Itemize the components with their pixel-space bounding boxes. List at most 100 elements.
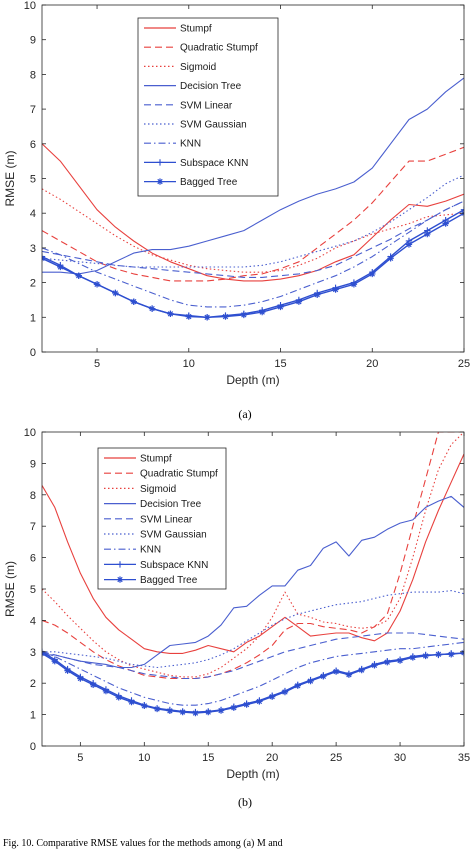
series-marker-star: [345, 671, 353, 678]
y-tick-label: 3: [30, 243, 36, 255]
series-marker-star: [435, 651, 442, 658]
legend-label-7: Subspace KNN: [140, 560, 208, 571]
series-line-0: [42, 143, 464, 282]
series-marker-star: [448, 651, 455, 658]
y-tick-label: 8: [30, 490, 36, 502]
series-marker-star: [217, 707, 225, 714]
x-tick-label: 10: [138, 752, 150, 764]
series-line-4: [42, 632, 464, 680]
series-marker-star: [314, 291, 321, 298]
chart-b: 5 10 15 20 25 30 35 0 1 2 3 4 5 6 7 8 9 10 Depth (m) RMSE (…: [3, 427, 470, 781]
legend-marker-plus: [116, 561, 124, 568]
series-marker-star: [387, 255, 394, 262]
y-tick-label: 0: [30, 347, 36, 359]
series-marker-star: [77, 675, 84, 682]
legend-label-1: Quadratic Stumpf: [180, 43, 258, 54]
y-tick-label: 6: [30, 139, 36, 151]
series-marker-star: [294, 682, 301, 689]
x-axis-title: Depth (m): [226, 373, 279, 387]
series-marker-star: [442, 220, 449, 227]
series-line-7: [42, 651, 464, 713]
series-marker-star: [179, 708, 186, 716]
series-marker-star: [240, 311, 248, 319]
legend-label-8: Bagged Tree: [180, 177, 238, 188]
legend-label-6: KNN: [180, 139, 201, 150]
y-tick-label: 4: [30, 615, 36, 627]
series-marker-star: [268, 693, 276, 700]
series-marker-star: [332, 668, 340, 675]
x-tick-label: 5: [94, 358, 100, 370]
series-marker-star: [205, 708, 212, 716]
x-tick-label: 15: [274, 358, 286, 370]
x-tick-label: 20: [366, 358, 378, 370]
y-tick-label: 3: [30, 647, 36, 659]
series-marker-star: [332, 286, 339, 293]
legend-label-5: SVM Gaussian: [180, 120, 247, 131]
series-marker-star: [243, 701, 250, 708]
series-marker-star: [405, 241, 413, 248]
legend-label-3: Decision Tree: [180, 81, 242, 92]
legend-marker-star: [116, 576, 124, 583]
legend-marker-star: [156, 178, 164, 185]
series-marker-star: [102, 687, 110, 695]
series-marker-star: [93, 281, 101, 288]
x-tick-label: 5: [77, 752, 83, 764]
legend-label-4: SVM Linear: [180, 100, 233, 111]
series-marker-star: [424, 230, 431, 238]
legend: Stumpf Quadratic Stumpf Sigmoid Decision Tr…: [137, 17, 279, 197]
series-line-8: [42, 652, 464, 714]
y-tick-label: 8: [30, 69, 36, 81]
legend: Stumpf Quadratic Stumpf Sigmoid Decision Tr…: [97, 447, 227, 590]
chart-a: 5 10 15 20 25 0 1 2 3 4 5 6 7 8 9 10 Depth (m) RMSE (m) St…: [3, 0, 470, 387]
series-marker-star: [51, 658, 58, 665]
series-marker-star: [350, 281, 358, 288]
series-marker-star: [422, 652, 429, 660]
series-marker-star: [130, 298, 137, 305]
series-marker-star: [75, 272, 82, 279]
series-line-1: [42, 432, 464, 680]
series-marker-star: [307, 677, 314, 685]
series-marker-star: [230, 704, 238, 711]
x-tick-label: 30: [394, 752, 406, 764]
series-marker-star: [371, 662, 378, 669]
legend-label-8: Bagged Tree: [140, 575, 198, 586]
y-tick-label: 7: [30, 104, 36, 116]
x-tick-label: 25: [330, 752, 342, 764]
legend-label-3: Decision Tree: [140, 499, 202, 510]
series-marker-star: [148, 305, 156, 312]
series-line-6: [42, 641, 464, 706]
series-marker-star: [358, 666, 365, 674]
series-line-2: [42, 188, 464, 273]
x-tick-label: 20: [266, 752, 278, 764]
y-tick-label: 1: [30, 710, 36, 722]
series-marker-star: [369, 270, 376, 278]
legend-label-2: Sigmoid: [140, 484, 176, 495]
series-marker-star: [64, 667, 71, 674]
y-tick-label: 10: [24, 427, 36, 439]
series-marker-star: [192, 709, 199, 717]
series-marker-star: [258, 308, 266, 316]
series-marker-star: [89, 681, 97, 688]
series-line-4: [42, 200, 464, 278]
x-tick-label: 15: [202, 752, 214, 764]
legend-label-0: Stumpf: [140, 454, 172, 465]
caption-b: (b): [238, 795, 252, 809]
series-line-8: [42, 212, 464, 318]
series-marker-star: [222, 313, 229, 320]
figure-footer-text: Fig. 10. Comparative RMSE values for the…: [3, 838, 283, 849]
series-line-5: [42, 174, 464, 268]
legend-label-1: Quadratic Stumpf: [140, 469, 218, 480]
series-marker-star: [57, 263, 64, 271]
legend-label-6: KNN: [140, 545, 161, 556]
y-tick-label: 4: [30, 208, 36, 220]
series-marker-star: [396, 657, 404, 664]
y-axis-title: RMSE (m): [3, 561, 17, 617]
series-marker-star: [203, 314, 211, 321]
y-tick-label: 5: [30, 584, 36, 596]
series-marker-star: [281, 688, 289, 696]
y-tick-label: 9: [30, 35, 36, 47]
x-tick-label: 35: [458, 752, 470, 764]
y-tick-label: 2: [30, 278, 36, 290]
series-marker-star: [320, 673, 327, 680]
series-marker-star: [384, 658, 391, 666]
